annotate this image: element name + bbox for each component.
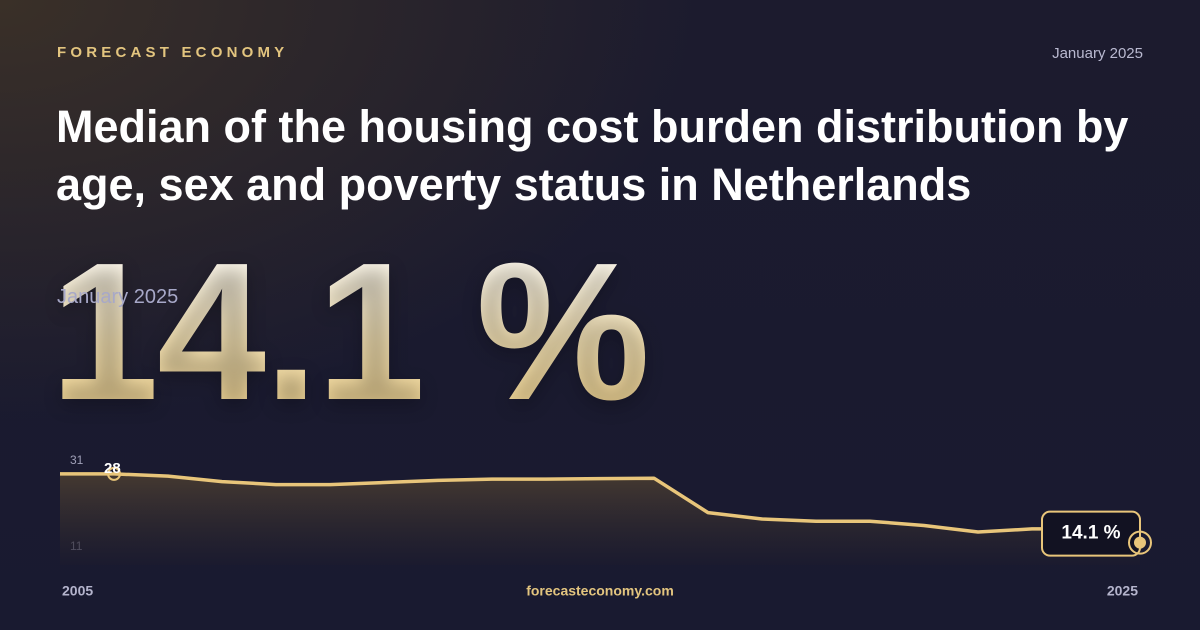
end-badge [1041,510,1141,557]
y-tick-label: 31 [70,453,84,467]
date: January 2025 [1052,45,1143,62]
footer: forecasteconomy.com [526,583,674,599]
point-marker [107,466,121,481]
title: Median of the housing cost burden distri… [56,101,1129,210]
brand: FORECAST ECONOMY [57,44,289,61]
area [60,473,1140,565]
point-label: 28 [104,460,121,477]
x-tick-label: 2005 [62,583,93,599]
line [60,472,1141,536]
headline-value: 14.1 % [50,222,650,441]
x-tick-label: 2025 [1107,583,1138,599]
end-label: 14.1 % [1061,523,1120,544]
end-marker-ring [1128,530,1152,555]
headline-date: January 2025 [57,286,179,308]
end-marker [1134,536,1146,549]
